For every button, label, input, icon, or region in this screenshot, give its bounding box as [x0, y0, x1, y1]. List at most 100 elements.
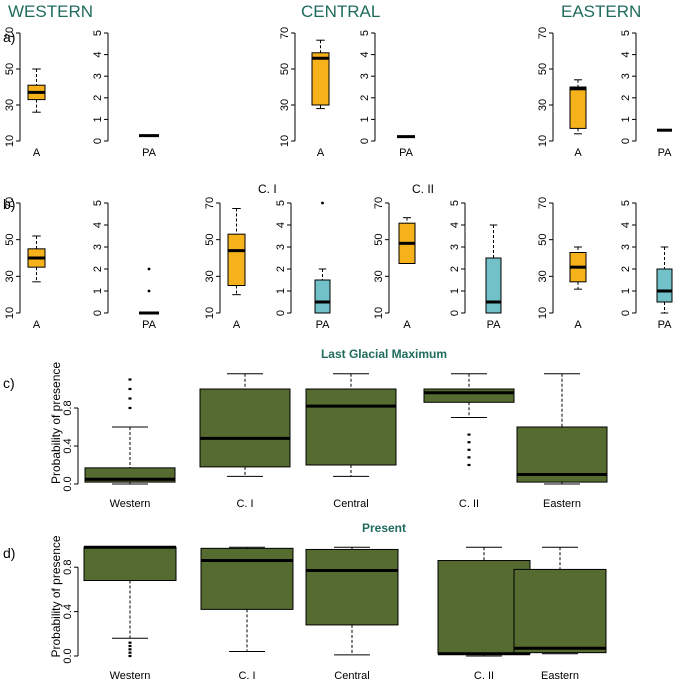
c-tick-label: 0.0 [62, 476, 74, 491]
d-tick-label: 0.4 [62, 604, 74, 619]
b-eastern-PA-box [656, 268, 673, 303]
d-western-box [83, 546, 177, 582]
b-eastern-PA-tick-label: 4 [620, 222, 632, 228]
b-eastern-A-tick-label: 50 [537, 234, 549, 246]
b-ci-A-axis-label: A [233, 319, 241, 331]
a-eastern-A-tick-label: 10 [537, 135, 549, 147]
a-eastern-A-tick-label: 70 [537, 27, 549, 39]
c-eastern-box [516, 426, 608, 483]
a-western-A-tick-label: 30 [4, 99, 16, 111]
a-western-PA-tick-label: 5 [92, 30, 104, 36]
c-tick-label: 0.8 [62, 400, 74, 415]
b-cii-A-axis-label: A [403, 319, 411, 331]
b-ci-PA-tick-label: 2 [275, 266, 287, 272]
d-western-category-label: Western [110, 670, 151, 682]
a-western-PA-tick-label: 4 [92, 52, 104, 58]
d-eastern-box [513, 568, 607, 654]
b-cii-PA-box [485, 257, 502, 314]
b-ci-A-tick-label: 30 [204, 270, 216, 282]
a-central-A-tick-label: 30 [279, 99, 291, 111]
b-ci-PA-tick-label: 0 [275, 310, 287, 316]
b-cii-PA-axis-label: PA [487, 319, 502, 331]
a-western-A-axis-label: A [33, 147, 41, 159]
b-eastern-PA-tick-label: 0 [620, 310, 632, 316]
a-central-PA-tick-label: 2 [359, 95, 371, 101]
c-cii-category-label: C. II [459, 498, 479, 510]
c-y-axis-label: Probability of presence [49, 362, 63, 484]
c-central-category-label: Central [333, 498, 368, 510]
a-central-PA-tick-label: 0 [359, 138, 371, 144]
b-eastern-PA-tick-label: 2 [620, 266, 632, 272]
b-eastern-A-tick-label: 10 [537, 307, 549, 319]
a-western-PA-tick-label: 3 [92, 73, 104, 79]
b-cii-PA-tick-label: 0 [449, 310, 461, 316]
b-ci-PA-outlier [321, 201, 324, 205]
b-cii-PA-tick-label: 1 [449, 288, 461, 294]
a-central-A-axis-label: A [317, 147, 325, 159]
b-eastern-PA-axis-label: PA [658, 319, 673, 331]
a-eastern-A-tick-label: 50 [537, 63, 549, 75]
a-western-PA-tick-label: 0 [92, 138, 104, 144]
b-eastern-PA-tick-label: 3 [620, 244, 632, 250]
c-ci-category-label: C. I [236, 498, 253, 510]
panel-label-c: c) [3, 375, 15, 391]
subgroup-title-c2: C. II [412, 182, 434, 196]
panel-label-a: a) [3, 29, 15, 45]
b-eastern-PA-tick-label: 5 [620, 200, 632, 206]
a-eastern-A-box [569, 86, 587, 129]
d-ci-category-label: C. I [238, 670, 255, 682]
b-western-PA-tick-label: 0 [92, 310, 104, 316]
a-western-PA-tick-label: 1 [92, 116, 104, 122]
b-eastern-A-tick-label: 30 [537, 270, 549, 282]
d-tick-label: 0.0 [62, 648, 74, 663]
b-western-A-tick-label: 50 [4, 234, 16, 246]
b-ci-PA-axis-label: PA [316, 319, 331, 331]
region-title-western: WESTERN [8, 2, 93, 21]
a-western-PA-axis-label: PA [142, 147, 157, 159]
a-central-A-tick-label: 70 [279, 27, 291, 39]
b-eastern-A-axis-label: A [574, 319, 582, 331]
a-western-A-tick-label: 10 [4, 135, 16, 147]
subgroup-title-c1: C. I [258, 182, 277, 196]
region-title-central: CENTRAL [301, 2, 380, 21]
b-ci-PA-tick-label: 4 [275, 222, 287, 228]
b-western-A-tick-label: 70 [4, 197, 16, 209]
a-eastern-PA-axis-label: PA [658, 147, 673, 159]
b-cii-A-tick-label: 30 [373, 270, 385, 282]
c-eastern-category-label: Eastern [543, 498, 581, 510]
a-eastern-PA-tick-label: 0 [620, 138, 632, 144]
d-ci-box [200, 547, 294, 610]
a-eastern-PA-tick-label: 5 [620, 30, 632, 36]
c-cii-box [423, 388, 515, 403]
b-western-PA-outlier [147, 289, 151, 293]
b-eastern-A-tick-label: 70 [537, 197, 549, 209]
a-western-A-tick-label: 70 [4, 27, 16, 39]
b-ci-A-tick-label: 10 [204, 307, 216, 319]
d-tick-label: 0.8 [62, 560, 74, 575]
a-western-A-tick-label: 50 [4, 63, 16, 75]
c-western-category-label: Western [110, 498, 151, 510]
a-central-PA-tick-label: 1 [359, 116, 371, 122]
d-title: Present [362, 521, 406, 535]
region-title-eastern: EASTERN [561, 2, 641, 21]
a-central-PA-tick-label: 4 [359, 52, 371, 58]
b-cii-A-tick-label: 50 [373, 234, 385, 246]
b-western-PA-tick-label: 4 [92, 222, 104, 228]
b-ci-PA-box [314, 279, 331, 314]
panel-label-d: d) [3, 545, 15, 561]
a-central-PA-axis-label: PA [399, 147, 414, 159]
c-ci-box [199, 388, 291, 468]
b-cii-PA-tick-label: 2 [449, 266, 461, 272]
c-title: Last Glacial Maximum [321, 347, 447, 361]
d-y-axis-label: Probability of presence [49, 535, 63, 657]
b-western-A-tick-label: 10 [4, 307, 16, 319]
b-cii-A-tick-label: 70 [373, 197, 385, 209]
b-cii-PA-tick-label: 5 [449, 200, 461, 206]
a-central-A-tick-label: 10 [279, 135, 291, 147]
a-eastern-A-axis-label: A [574, 147, 582, 159]
b-western-PA-tick-label: 3 [92, 244, 104, 250]
b-western-A-tick-label: 30 [4, 270, 16, 282]
a-eastern-PA-tick-label: 2 [620, 95, 632, 101]
b-western-PA-tick-label: 2 [92, 266, 104, 272]
